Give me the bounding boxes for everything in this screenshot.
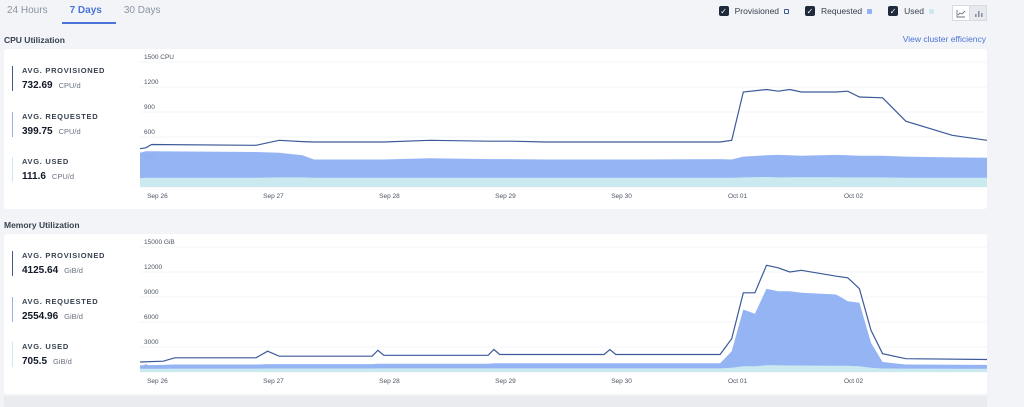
memory-avg-used: AVG. USED 705.5 GiB/d	[12, 342, 72, 367]
time-range-tabs: 24 Hours 7 Days 30 Days	[0, 0, 175, 24]
x-tick-label: Sep 27	[263, 378, 284, 385]
legend-used-label: Used	[904, 6, 924, 16]
x-tick-label: Oct 01	[728, 193, 748, 200]
stat-label: AVG. PROVISIONED	[22, 66, 106, 75]
y-tick-label: 6000	[144, 314, 159, 321]
bar-chart-icon	[975, 10, 983, 17]
stat-label: AVG. USED	[22, 342, 70, 351]
x-tick-label: Sep 28	[379, 378, 400, 385]
stat-value: 705.5 GiB/d	[22, 356, 72, 367]
y-tick-label: 3000	[144, 339, 159, 346]
provisioned-swatch	[784, 8, 790, 14]
top-bar: 24 Hours 7 Days 30 Days ✓ Provisioned ✓ …	[0, 0, 1024, 28]
x-tick-label: Oct 01	[728, 378, 748, 385]
x-tick-label: Oct 02	[844, 378, 864, 385]
cpu-avg-used: AVG. USED 111.6 CPU/d	[12, 157, 74, 182]
y-tick-label: 1500 CPU	[144, 54, 174, 61]
x-tick-label: Oct 02	[844, 193, 864, 200]
legend-provisioned-label: Provisioned	[734, 6, 780, 16]
x-tick-label: Sep 29	[495, 378, 516, 385]
cpu-avg-requested: AVG. REQUESTED 399.75 CPU/d	[12, 112, 98, 137]
y-tick-label: 600	[144, 129, 155, 136]
y-tick-label: 1200	[144, 79, 159, 86]
stat-label: AVG. REQUESTED	[22, 297, 99, 306]
x-tick-label: Sep 30	[611, 378, 632, 385]
memory-panel: AVG. PROVISIONED 4125.64 GiB/d AVG. REQUE…	[4, 234, 987, 394]
y-tick-label: 15000 GiB	[144, 239, 175, 246]
x-tick-label: Sep 26	[147, 193, 168, 200]
check-icon[interactable]: ✓	[888, 6, 899, 16]
line-chart-view-button[interactable]	[952, 5, 970, 21]
tab-7-days[interactable]: 7 Days	[61, 0, 116, 24]
used-series-area	[140, 177, 987, 187]
stat-value: 399.75 CPU/d	[22, 126, 81, 137]
x-tick-label: Sep 29	[495, 193, 516, 200]
legend-used[interactable]: ✓ Used	[888, 6, 934, 16]
chart-view-toggle	[952, 5, 987, 21]
requested-series-area	[140, 288, 987, 372]
series-legend: ✓ Provisioned ✓ Requested ✓ Used	[703, 6, 934, 16]
check-icon[interactable]: ✓	[805, 6, 816, 16]
memory-avg-requested: AVG. REQUESTED 2554.96 GiB/d	[12, 297, 98, 322]
memory-section-title: Memory Utilization	[4, 220, 80, 230]
check-icon[interactable]: ✓	[718, 6, 729, 16]
memory-avg-provisioned: AVG. PROVISIONED 4125.64 GiB/d	[12, 251, 105, 276]
provisioned-series-line	[139, 264, 987, 363]
x-tick-label: Sep 30	[611, 193, 632, 200]
stat-label: AVG. REQUESTED	[22, 112, 99, 121]
used-series-area	[140, 365, 987, 372]
legend-provisioned[interactable]: ✓ Provisioned	[718, 6, 790, 16]
used-swatch	[929, 8, 934, 14]
stat-label: AVG. USED	[22, 157, 70, 166]
cpu-panel: AVG. PROVISIONED 732.69 CPU/d AVG. REQUES…	[4, 49, 987, 209]
bar-chart-view-button[interactable]	[970, 5, 987, 21]
stat-value: 2554.96 GiB/d	[22, 311, 83, 322]
x-tick-label: Sep 28	[379, 193, 400, 200]
tab-24-hours[interactable]: 24 Hours	[7, 5, 48, 16]
stat-value: 111.6 CPU/d	[22, 171, 75, 182]
x-tick-label: Sep 27	[263, 193, 284, 200]
legend-requested-label: Requested	[821, 6, 863, 16]
cpu-section-title: CPU Utilization	[4, 35, 65, 45]
cpu-avg-provisioned: AVG. PROVISIONED 732.69 CPU/d	[12, 66, 105, 91]
provisioned-series-line	[139, 88, 987, 150]
stat-label: AVG. PROVISIONED	[22, 251, 106, 260]
x-tick-label: Sep 26	[147, 378, 168, 385]
stat-value: 4125.64 GiB/d	[22, 265, 83, 276]
stat-value: 732.69 CPU/d	[22, 80, 81, 91]
y-tick-label: 9000	[144, 289, 159, 296]
tab-30-days[interactable]: 30 Days	[123, 5, 161, 16]
legend-requested[interactable]: ✓ Requested	[805, 6, 873, 16]
y-tick-label: 900	[144, 104, 155, 111]
next-panel-edge	[4, 396, 987, 407]
requested-swatch	[867, 8, 873, 14]
view-cluster-efficiency-link[interactable]: View cluster efficiency	[902, 34, 986, 44]
y-tick-label: 12000	[144, 264, 162, 271]
line-chart-icon	[956, 9, 966, 17]
